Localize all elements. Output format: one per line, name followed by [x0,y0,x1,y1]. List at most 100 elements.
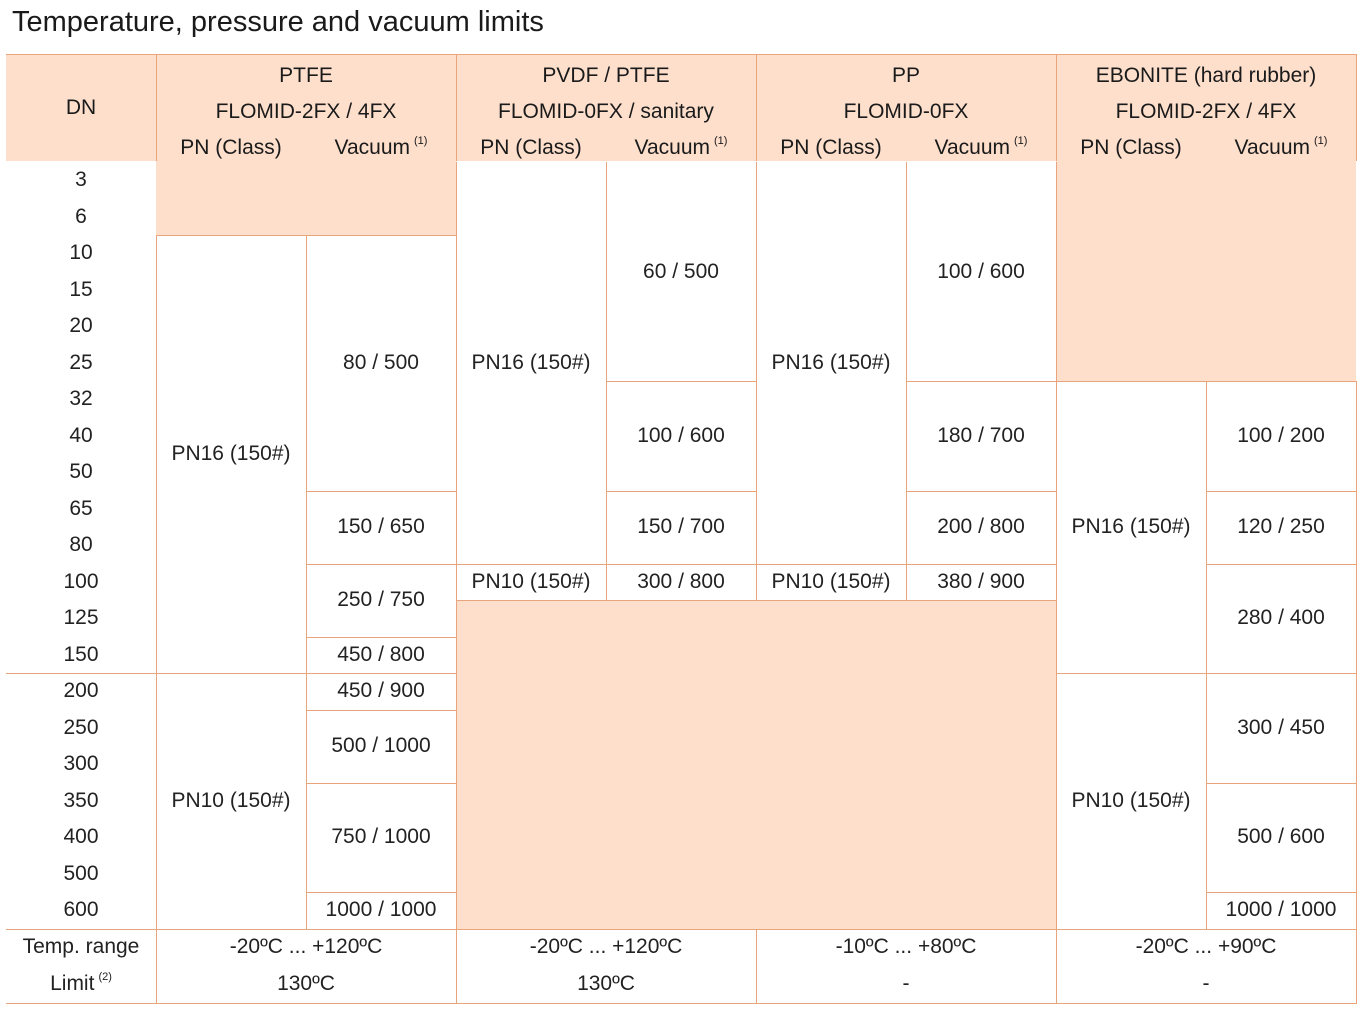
vacuum-cell-text: 100 / 200 [1237,423,1325,447]
vacuum-cell-text: 500 / 600 [1237,825,1325,849]
header-model-2-text: FLOMID-0FX / sanitary [498,100,714,123]
dn-cell: 200 [6,673,156,710]
dn-cell: 500 [6,856,156,893]
cell-border [1206,491,1357,492]
vacuum-cell-text: 300 / 450 [1237,715,1325,739]
temp-range-value: -20ºC ... +120ºC [156,929,456,966]
unavailable-region [456,600,756,929]
temp-range-value-text: -20ºC ... +90ºC [1135,935,1277,958]
vacuum-cell: 450 / 900 [306,673,456,710]
cell-border [456,600,607,601]
cell-border [306,892,457,893]
header-vacuum-text: Vacuum [1234,136,1311,159]
limit-value: 130ºC [156,966,456,1003]
header-pn-class: PN (Class) [1056,130,1206,166]
vacuum-cell: 100 / 200 [1206,381,1356,491]
header-vacuum-text: Vacuum [334,136,411,159]
vacuum-cell: 250 / 750 [306,564,456,637]
cell-border [306,637,307,674]
footnote-marker: (1) [1014,135,1028,147]
cell-border [1056,162,1057,381]
limit-value: - [756,966,1056,1003]
temp-range-value-text: -20ºC ... +120ºC [229,935,383,958]
cell-border [456,162,457,564]
dn-cell: 600 [6,892,156,929]
footer-separator [1056,929,1057,1003]
dn-cell-text: 32 [69,387,93,411]
header-separator [1056,54,1057,161]
dn-cell-text: 300 [63,752,99,776]
pn-cell-text: PN16 (150#) [171,442,291,465]
vacuum-cell-text: 450 / 900 [337,679,425,703]
header-model-1-text: FLOMID-2FX / 4FX [215,100,397,123]
header-model-4: FLOMID-2FX / 4FX [1056,94,1356,130]
vacuum-cell: 1000 / 1000 [306,892,456,929]
header-separator [156,54,157,161]
vacuum-cell-text: 1000 / 1000 [1225,898,1337,922]
vacuum-cell-text: 380 / 900 [937,569,1025,593]
unavailable-region [1056,161,1356,381]
cell-border [306,564,457,565]
cell-border [1206,564,1207,674]
cell-border [1206,564,1357,565]
cell-border [1356,783,1357,893]
temp-range-value: -20ºC ... +90ºC [1056,929,1356,966]
vacuum-cell: 150 / 700 [606,491,756,564]
dn-cell: 65 [6,491,156,528]
vacuum-cell-text: 80 / 500 [343,350,419,374]
dn-cell: 250 [6,710,156,747]
cell-border [1206,783,1207,893]
dn-cell-text: 3 [75,168,87,192]
pn-cell-text: PN10 (150#) [771,569,891,593]
vacuum-cell-text: 450 / 800 [337,642,425,666]
header-vacuum: Vacuum (1) [1206,130,1356,166]
header-pn-class: PN (Class) [756,130,906,166]
vacuum-cell: 300 / 450 [1206,673,1356,783]
cell-border [1206,892,1207,929]
vacuum-cell: 60 / 500 [606,162,756,381]
header-pn-class: PN (Class) [156,130,306,166]
cell-border [756,600,907,601]
cell-border [606,600,757,601]
header-dn: DN [6,54,156,161]
cell-border [606,564,757,565]
header-pn-class: PN (Class) [456,130,606,166]
pn-cell: PN10 (150#) [756,564,906,601]
cell-border [306,783,457,784]
dn-cell: 150 [6,637,156,674]
vacuum-cell-text: 750 / 1000 [331,825,431,849]
header-model-3-text: FLOMID-0FX [843,100,969,123]
cell-border [1056,673,1207,674]
header-model-3: FLOMID-0FX [756,94,1056,130]
cell-border [756,564,907,565]
dn-cell: 350 [6,783,156,820]
cell-border [1206,892,1357,893]
cell-border [906,381,1057,382]
pn-cell: PN10 (150#) [156,673,306,929]
header-background [6,54,1356,161]
cell-border [606,564,607,601]
header-top-border [6,54,1357,55]
cell-border [306,491,307,564]
dn-cell-text: 100 [63,569,99,593]
header-material-2-text: PVDF / PTFE [542,64,670,87]
dn-cell: 400 [6,819,156,856]
cell-border [906,162,907,381]
vacuum-cell: 300 / 800 [606,564,756,601]
limit-value-text: 130ºC [577,972,635,995]
footnote-marker: (1) [714,135,728,147]
dn-cell: 32 [6,381,156,418]
dn-cell-text: 125 [63,606,99,630]
dn-cell: 125 [6,600,156,637]
vacuum-cell: 120 / 250 [1206,491,1356,564]
temp-range-value-text: -20ºC ... +120ºC [529,935,683,958]
cell-border [1356,892,1357,929]
cell-border [456,637,457,674]
dn-cell-text: 80 [69,533,93,557]
cell-border [306,491,457,492]
header-vacuum-text: Vacuum [634,136,711,159]
pn-cell-text: PN10 (150#) [1071,788,1191,812]
dn-cell: 6 [6,199,156,236]
dn-cell: 25 [6,345,156,382]
